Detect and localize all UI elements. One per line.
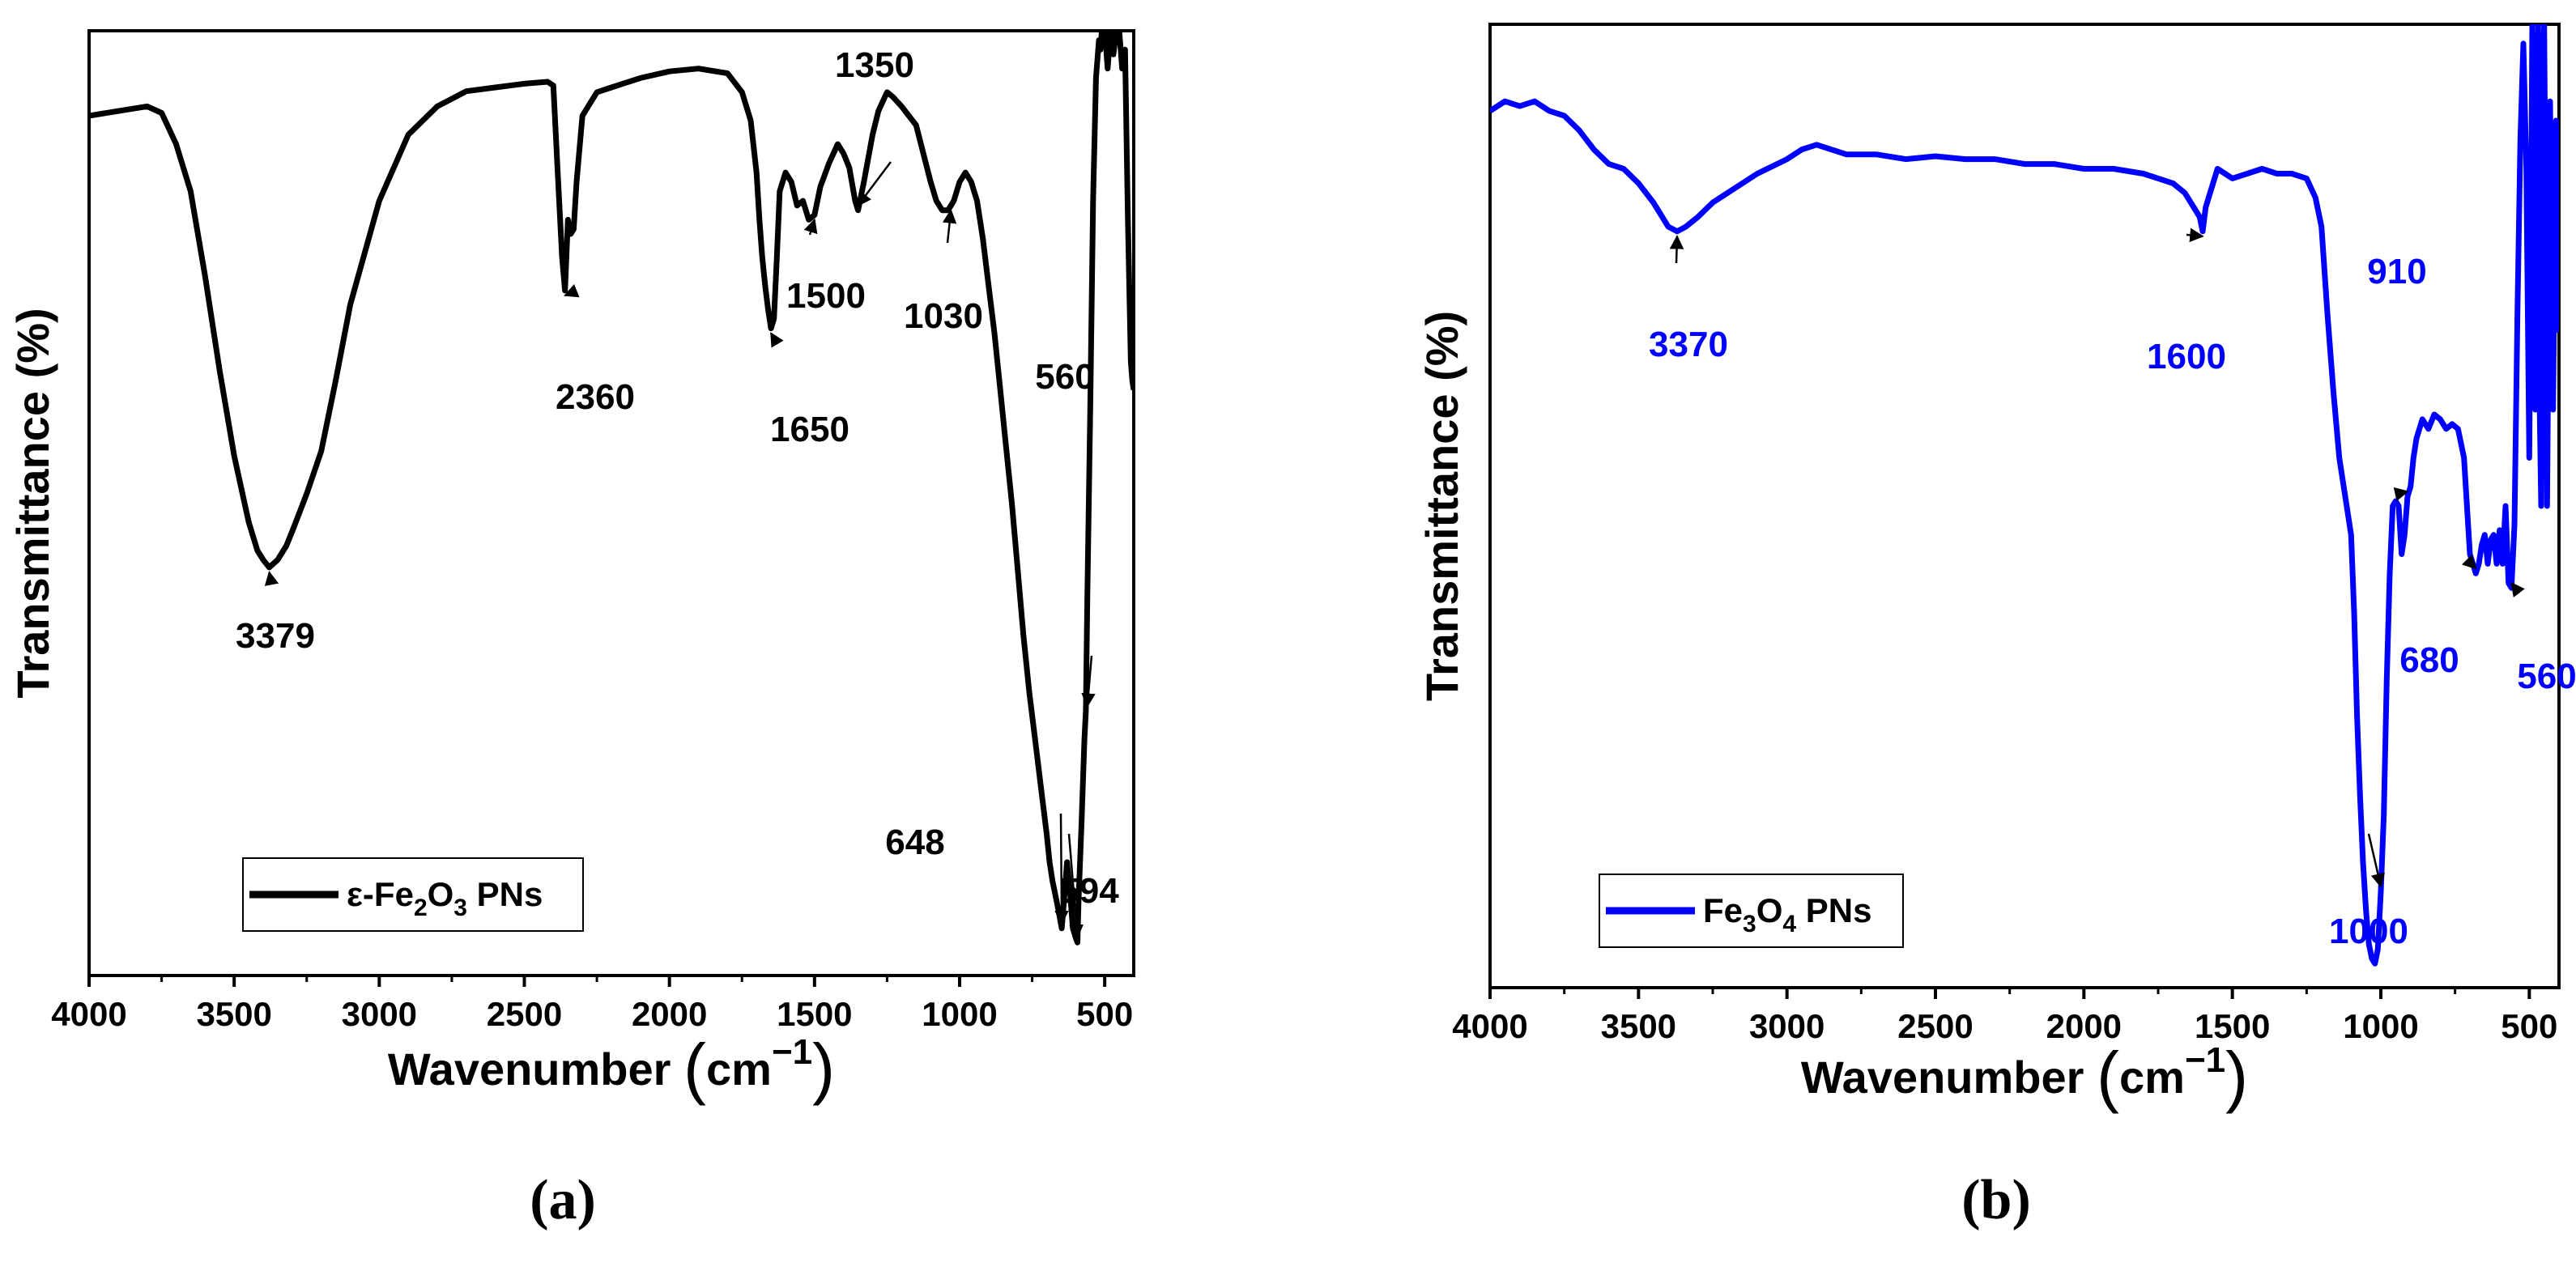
peak-arrow-594 <box>1067 833 1084 939</box>
legend: ε-Fe2O3 PNs <box>242 857 584 932</box>
x-tick-label: 3500 <box>196 995 271 1033</box>
peak-label-1600: 1600 <box>2147 337 2226 376</box>
x-tick-label: 2000 <box>2046 1007 2122 1045</box>
plot-frame <box>87 29 1135 977</box>
x-tick-label: 3500 <box>1601 1007 1676 1045</box>
peak-label-1350: 1350 <box>835 45 914 85</box>
peak-label-1650: 1650 <box>770 410 849 449</box>
x-axis-label: Wavenumber (cm−1) <box>388 1030 835 1106</box>
x-tick-label: 1500 <box>2195 1007 2270 1045</box>
peak-arrow-1350 <box>857 161 892 207</box>
peak-label-1500: 1500 <box>786 276 866 316</box>
panel-caption: (b) <box>1961 1169 2031 1231</box>
x-tick-label: 500 <box>1076 995 1133 1033</box>
peak-label-1030: 1030 <box>904 296 983 336</box>
x-tick-label: 1000 <box>922 995 997 1033</box>
peak-arrow-1650 <box>770 332 784 348</box>
peak-label-594: 594 <box>1059 871 1119 911</box>
peak-arrow-680 <box>2461 554 2477 570</box>
x-tick-label: 2500 <box>487 995 562 1033</box>
peak-arrow-3379 <box>264 571 279 586</box>
peak-arrow-1600 <box>2186 227 2204 243</box>
peak-label-910: 910 <box>2367 252 2426 291</box>
chart-panel-b: 4000 3500 3000 2500 2000 1500 1000 500 Wavenumbe… <box>1416 23 2576 1231</box>
y-axis-label: Transmittance (%) <box>1416 311 1467 701</box>
panel-caption: (a) <box>530 1169 596 1231</box>
peak-label-2360: 2360 <box>556 377 635 417</box>
x-tick-label: 500 <box>2501 1007 2557 1045</box>
x-tick-label: 3000 <box>1749 1007 1824 1045</box>
x-tick-label: 2000 <box>632 995 707 1033</box>
x-tick-label: 1500 <box>777 995 852 1033</box>
x-tick-label: 4000 <box>51 995 126 1033</box>
x-tick-label: 3000 <box>342 995 417 1033</box>
legend: Fe3O4 PNs <box>1599 874 1904 948</box>
peak-arrow-560 <box>1081 655 1096 708</box>
peak-arrow-1030 <box>942 209 957 244</box>
peak-arrow-560 <box>2510 581 2525 597</box>
y-axis-label: Transmittance (%) <box>7 308 58 698</box>
series-line-fe3o4 <box>1490 24 2559 967</box>
peak-label-560: 560 <box>1035 357 1094 397</box>
peak-label-3370: 3370 <box>1649 325 1728 364</box>
peak-arrow-648 <box>1054 813 1069 925</box>
x-tick-label: 4000 <box>1452 1007 1527 1045</box>
peak-label-648: 648 <box>885 823 944 862</box>
plot-frame <box>1488 23 2561 989</box>
peak-arrow-2360 <box>564 283 580 298</box>
peak-label-680: 680 <box>2399 640 2459 680</box>
peak-arrow-1500 <box>803 218 818 236</box>
x-axis-label: Wavenumber (cm−1) <box>1801 1038 2248 1114</box>
peak-arrow-910 <box>2393 487 2409 502</box>
legend-label: ε-Fe2O3 PNs <box>347 875 543 921</box>
peak-label-1000: 1000 <box>2329 912 2408 951</box>
peak-label-560: 560 <box>2517 657 2576 696</box>
peak-label-3379: 3379 <box>236 616 315 656</box>
chart-panel-a: 4000 3500 3000 2500 2000 1500 1000 500 Wavenumbe… <box>7 29 1135 1231</box>
legend-label: Fe3O4 PNs <box>1703 891 1871 937</box>
peak-arrow-1000 <box>2367 833 2385 888</box>
peak-arrow-3370 <box>1669 235 1684 264</box>
x-tick-label: 2500 <box>1897 1007 1973 1045</box>
x-tick-label: 1000 <box>2343 1007 2418 1045</box>
series-line-fe2o3 <box>89 31 1134 946</box>
